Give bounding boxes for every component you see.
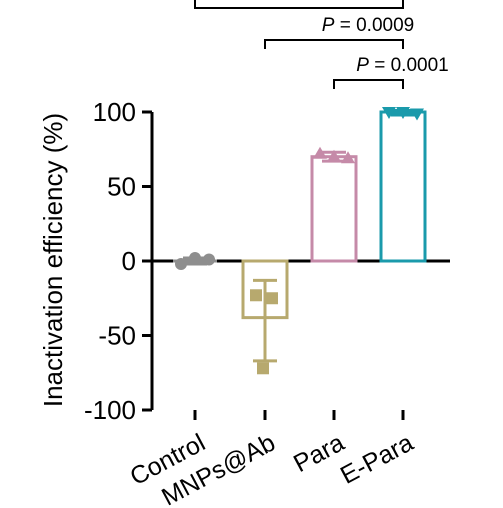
x-tick-label: E-Para xyxy=(336,429,418,490)
data-points xyxy=(175,107,424,375)
data-point xyxy=(327,149,341,162)
data-point xyxy=(266,292,278,305)
y-tick-label: 0 xyxy=(122,246,136,276)
comparison-bracket xyxy=(194,0,404,9)
data-point xyxy=(250,289,262,302)
data-point xyxy=(203,253,215,266)
data-point xyxy=(382,107,396,119)
p-value-label: P = 0.0009 xyxy=(322,15,414,36)
data-point xyxy=(257,362,269,375)
y-axis-label: Inactivation efficiency (%) xyxy=(38,113,68,407)
data-point xyxy=(396,107,410,119)
data-point xyxy=(189,252,201,265)
comparison-bracket xyxy=(264,39,404,49)
y-tick-label: -50 xyxy=(98,321,136,351)
p-value-label: P = 0.0001 xyxy=(356,55,448,76)
bar xyxy=(310,155,358,263)
data-point xyxy=(175,257,187,270)
y-tick-label: 50 xyxy=(107,172,136,202)
data-point xyxy=(410,108,424,121)
comparison-bracket xyxy=(333,79,404,89)
significance-brackets: P = 0.0009 P = 0.0001 xyxy=(194,0,449,89)
data-point xyxy=(341,151,355,164)
y-tick-label: 100 xyxy=(93,97,136,127)
data-point xyxy=(313,146,327,159)
y-tick-label: -100 xyxy=(84,395,136,425)
bar xyxy=(379,110,427,263)
bars xyxy=(173,109,427,363)
